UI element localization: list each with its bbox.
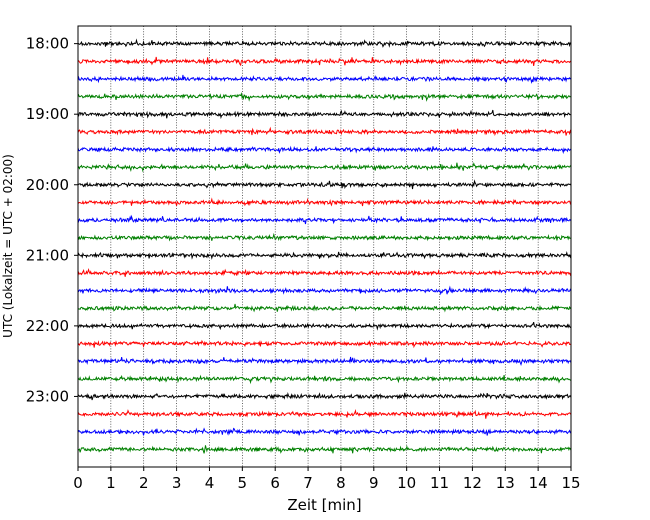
trace-2300 (77, 391, 572, 401)
x-tick-label: 1 (106, 474, 116, 492)
trace-1845 (77, 91, 572, 102)
trace-2330 (77, 427, 572, 436)
trace-1930 (77, 145, 572, 155)
trace-2015 (77, 197, 572, 207)
trace-2100 (77, 251, 572, 260)
trace-2130 (77, 285, 572, 296)
x-tick-label: 7 (303, 474, 313, 492)
trace-2215 (77, 339, 572, 349)
x-tick-label: 5 (238, 474, 248, 492)
trace-1830 (77, 74, 572, 84)
x-tick-label: 10 (397, 474, 416, 492)
x-tick-label: 12 (463, 474, 482, 492)
trace-2000 (77, 179, 572, 190)
trace-2045 (77, 232, 572, 242)
trace-2245 (77, 374, 572, 385)
trace-1815 (77, 56, 572, 67)
trace-2315 (77, 408, 572, 419)
trace-1945 (77, 162, 572, 173)
x-tick-label: 8 (336, 474, 346, 492)
y-tick-label: 21:00 (26, 246, 69, 264)
trace-1800 (77, 38, 572, 48)
trace-1915 (77, 126, 572, 137)
x-tick-label: 14 (529, 474, 548, 492)
y-axis-ticks: 18:00 19:00 20:00 21:00 22:00 23:00 (26, 35, 78, 405)
x-tick-label: 0 (73, 474, 83, 492)
trace-lines (77, 38, 572, 454)
trace-2115 (77, 267, 572, 277)
vertical-gridlines (110, 26, 539, 467)
x-tick-label: 2 (139, 474, 149, 492)
x-axis-ticks: 0 1 2 3 4 5 6 7 8 9 10 11 12 13 14 15 (73, 467, 581, 492)
x-tick-label: 11 (430, 474, 449, 492)
trace-2345 (77, 445, 572, 454)
y-tick-label: 19:00 (26, 105, 69, 123)
plot-frame (77, 25, 572, 468)
y-tick-label: 23:00 (26, 387, 69, 405)
trace-1900 (77, 109, 572, 120)
y-tick-label: 22:00 (26, 317, 69, 335)
trace-2200 (77, 321, 572, 331)
x-tick-label: 9 (369, 474, 379, 492)
x-tick-label: 15 (561, 474, 580, 492)
trace-2030 (77, 214, 572, 225)
x-tick-label: 6 (270, 474, 280, 492)
x-tick-label: 13 (496, 474, 515, 492)
trace-2145 (77, 303, 572, 313)
y-tick-label: 20:00 (26, 176, 69, 194)
x-tick-label: 4 (205, 474, 215, 492)
x-tick-label: 3 (172, 474, 182, 492)
y-axis-label: UTC (Lokalzeit = UTC + 02:00) (1, 154, 15, 338)
y-tick-label: 18:00 (26, 35, 69, 53)
x-axis-label: Zeit [min] (287, 496, 361, 514)
trace-2230 (77, 356, 572, 367)
